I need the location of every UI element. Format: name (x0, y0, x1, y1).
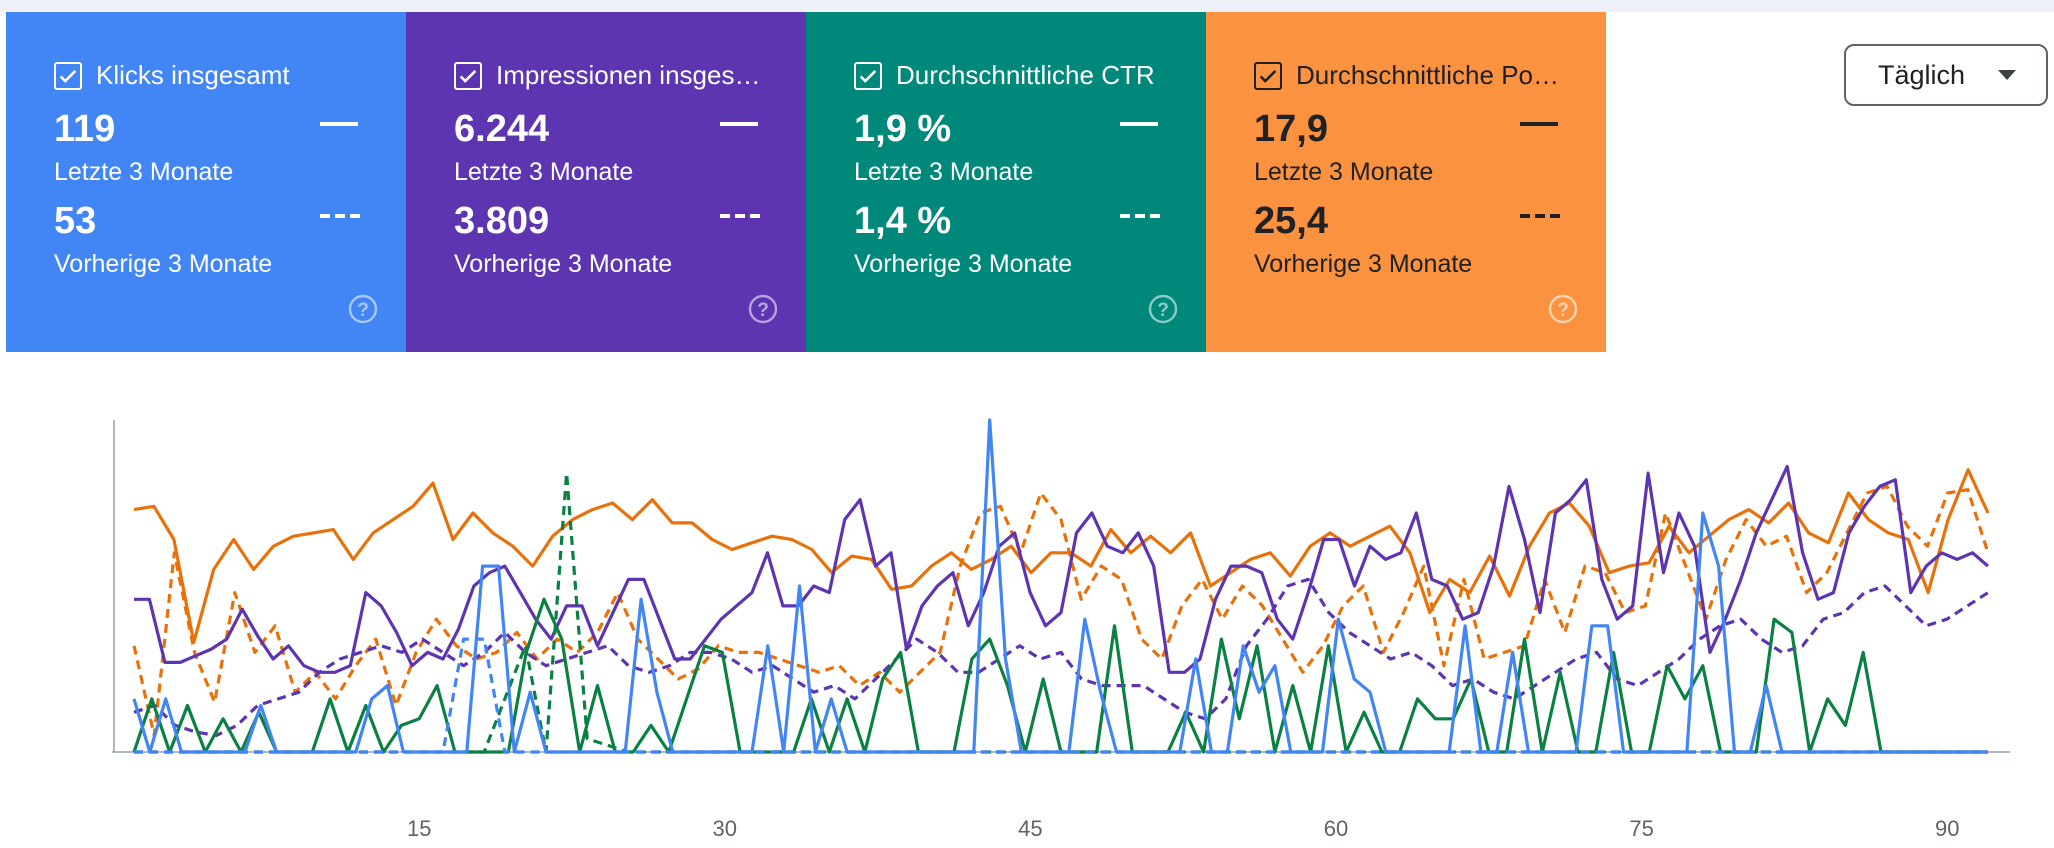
top-band (0, 0, 2054, 12)
dropdown-selected-value: Täglich (1878, 59, 1966, 90)
series-layer (132, 418, 1990, 754)
card-header[interactable]: Durchschnittliche Po… (1254, 60, 1559, 91)
dropdown-arrow-icon (1998, 70, 2016, 80)
metric-card-impressions[interactable]: Impressionen insges… 6.244 Letzte 3 Mona… (406, 12, 806, 352)
card-title: Klicks insgesamt (96, 60, 290, 90)
current-period-label: Letzte 3 Monate (54, 158, 234, 186)
checkbox-checked-icon[interactable] (854, 61, 882, 90)
card-title: Durchschnittliche Po… (1296, 60, 1559, 90)
previous-period-label: Vorherige 3 Monate (454, 250, 673, 278)
current-period-label: Letzte 3 Monate (854, 158, 1034, 186)
svg-text:?: ? (1557, 300, 1569, 321)
x-tick-label: 15 (407, 816, 431, 841)
dashed-line-legend-icon (1120, 214, 1160, 218)
current-value: 119 (54, 108, 116, 150)
help-circle-icon[interactable]: ? (348, 294, 378, 324)
x-tick-label: 75 (1629, 816, 1653, 841)
previous-period-label: Vorherige 3 Monate (54, 250, 273, 278)
previous-value: 53 (54, 200, 97, 242)
previous-value: 1,4 % (854, 200, 952, 242)
solid-line-legend-icon (720, 122, 758, 126)
series-line-impressions-current (134, 464, 1990, 674)
solid-line-legend-icon (1120, 122, 1158, 126)
current-value: 17,9 (1254, 108, 1328, 150)
series-line-position-current (133, 468, 1990, 644)
svg-text:?: ? (757, 300, 769, 321)
svg-text:?: ? (357, 300, 369, 321)
solid-line-legend-icon (320, 122, 358, 126)
series-line-ctr-current (132, 597, 1988, 754)
x-tick-label: 30 (713, 816, 737, 841)
dashed-line-legend-icon (320, 214, 360, 218)
current-value: 6.244 (454, 108, 550, 150)
current-value: 1,9 % (854, 108, 952, 150)
x-tick-label: 45 (1018, 816, 1042, 841)
previous-period-label: Vorherige 3 Monate (1254, 250, 1473, 278)
checkbox-checked-icon[interactable] (54, 61, 82, 90)
card-header[interactable]: Impressionen insges… (454, 60, 760, 91)
current-period-label: Letzte 3 Monate (454, 158, 634, 186)
metric-cards: Klicks insgesamt 119 Letzte 3 Monate 53 … (6, 12, 1606, 352)
help-circle-icon[interactable]: ? (1148, 294, 1178, 324)
previous-value: 25,4 (1254, 200, 1328, 242)
card-title: Durchschnittliche CTR (896, 60, 1155, 90)
metric-card-position[interactable]: Durchschnittliche Po… 17,9 Letzte 3 Mona… (1206, 12, 1606, 352)
checkbox-checked-icon[interactable] (454, 61, 482, 90)
series-line-impressions-previous (133, 577, 1989, 737)
metric-card-clicks[interactable]: Klicks insgesamt 119 Letzte 3 Monate 53 … (6, 12, 406, 352)
checkbox-checked-icon[interactable] (1254, 61, 1282, 90)
dashed-line-legend-icon (1520, 214, 1560, 218)
date-granularity-dropdown[interactable]: Täglich (1844, 44, 2048, 106)
card-title: Impressionen insges… (496, 60, 761, 90)
svg-text:?: ? (1157, 300, 1169, 321)
previous-value: 3.809 (454, 200, 550, 242)
performance-chart: 15 30 45 60 75 90 (0, 400, 2054, 848)
x-tick-layer: 15 30 45 60 75 90 (407, 816, 1960, 841)
dashed-line-legend-icon (720, 214, 760, 218)
line-chart-svg: 15 30 45 60 75 90 (112, 418, 2010, 841)
solid-line-legend-icon (1520, 122, 1558, 126)
current-period-label: Letzte 3 Monate (1254, 158, 1434, 186)
series-line-clicks-previous (134, 637, 1988, 754)
previous-period-label: Vorherige 3 Monate (854, 250, 1073, 278)
x-tick-label: 90 (1935, 816, 1959, 841)
card-header[interactable]: Durchschnittliche CTR (854, 60, 1155, 91)
x-tick-label: 60 (1324, 816, 1348, 841)
help-circle-icon[interactable]: ? (1548, 294, 1578, 324)
help-circle-icon[interactable]: ? (748, 294, 778, 324)
series-line-position-previous (132, 484, 1990, 737)
card-header[interactable]: Klicks insgesamt (54, 60, 290, 91)
metric-card-ctr[interactable]: Durchschnittliche CTR 1,9 % Letzte 3 Mon… (806, 12, 1206, 352)
